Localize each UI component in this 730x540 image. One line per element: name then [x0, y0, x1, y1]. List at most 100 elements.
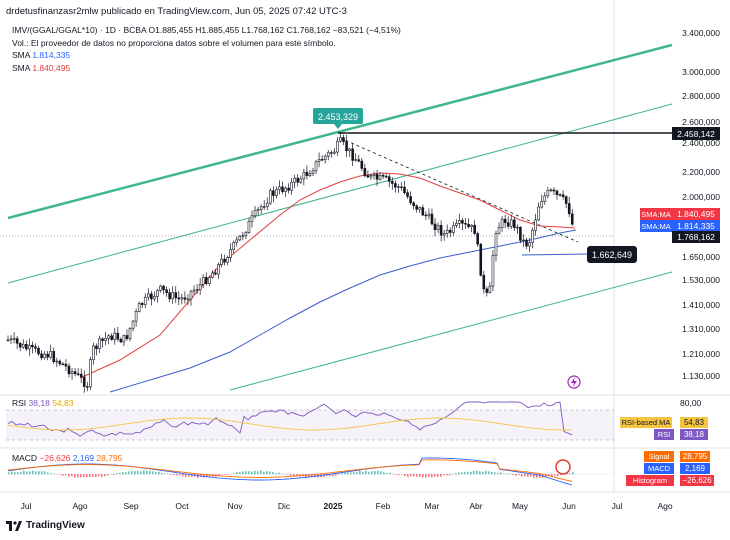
candle-body: [418, 207, 422, 210]
sma-blue-legend[interactable]: SMA 1.814,335: [12, 49, 401, 62]
macd-hist-bar: [383, 472, 385, 475]
macd-macd-badge: MACD 2,169: [644, 463, 710, 474]
macd-hist-bar: [77, 474, 79, 478]
macd-hist-bar: [545, 474, 547, 478]
candle-body: [55, 360, 59, 363]
macd-hist-bar: [125, 472, 127, 475]
rsi-ma-badge-value-box: [680, 417, 708, 428]
time-axis-ticks: Jul Ago Sep Oct Nov Dic 2025 Feb Mar Abr May Jun Jul…: [21, 501, 673, 511]
trend-dashed-line: [339, 137, 579, 243]
candle-body: [67, 365, 71, 375]
candle-body: [162, 285, 165, 291]
macd-hist-bar: [362, 471, 364, 475]
peak-callout: 2.453,329: [313, 108, 363, 129]
macd-hist-bar: [98, 474, 100, 477]
macd-hist-bar: [437, 474, 439, 477]
candle-body: [497, 227, 501, 234]
macd-hist-bar: [512, 474, 514, 475]
candle-body: [372, 173, 376, 176]
macd-hist-bar: [167, 473, 169, 475]
macd-hist-bar: [515, 474, 517, 476]
candle-body: [299, 178, 303, 183]
macd-hist-bar: [554, 474, 556, 476]
macd-hist-bar: [149, 470, 151, 475]
macd-hist-bar: [344, 472, 346, 475]
macd-legend[interactable]: MACD −26,626 2,169 28,795: [12, 453, 122, 463]
price-tick-label: 1.650,000: [682, 252, 720, 262]
candle-body: [326, 152, 330, 157]
candle-body: [451, 225, 455, 233]
macd-hist-bar: [272, 472, 274, 475]
macd-hist-bar: [122, 472, 124, 475]
resistance-badge-text: 2.458,142: [677, 129, 715, 139]
channel-upper-line: [7, 43, 673, 220]
candle-body: [455, 223, 458, 226]
macd-badge-label: MACD: [648, 464, 671, 473]
macd-hist-bar: [485, 470, 487, 475]
macd-hist-bar: [461, 472, 463, 475]
alert-icon[interactable]: [567, 375, 581, 389]
macd-hist-bar: [35, 471, 37, 475]
macd-hist-bar: [353, 472, 355, 475]
macd-hist-bar: [500, 472, 502, 475]
candle-body: [18, 342, 22, 348]
price-tick-label: 3.000,000: [682, 67, 720, 77]
macd-hist-bar: [248, 471, 250, 475]
macd-hist-bar: [245, 471, 247, 475]
candle-body: [430, 213, 434, 225]
candle-body: [381, 174, 385, 177]
candle-body: [302, 171, 306, 180]
candle-body: [506, 222, 510, 227]
candle-body: [177, 297, 181, 300]
support-callout-text: 1.662,649: [592, 250, 632, 260]
candle-body: [256, 209, 260, 211]
macd-hist-bar: [509, 473, 511, 475]
candle-body: [467, 223, 470, 228]
macd-hist-bar: [29, 471, 31, 475]
time-tick-label: Mar: [425, 501, 440, 511]
resistance-badge-box: [672, 127, 720, 140]
candle-body: [86, 386, 89, 388]
candle-body: [384, 175, 388, 178]
candle-body: [275, 189, 278, 196]
candle-body: [512, 219, 516, 228]
candle-body: [488, 285, 492, 293]
candle-body: [387, 176, 391, 182]
brand[interactable]: TradingView: [6, 520, 85, 531]
candle-body: [363, 168, 367, 176]
sma-red-value: 1.840,495: [32, 62, 71, 73]
macd-hist-bar: [434, 474, 436, 477]
signal-badge-label: Signal: [649, 452, 670, 461]
time-tick-label: Jul: [21, 501, 32, 511]
time-tick-label: Nov: [227, 501, 243, 511]
candle-body: [153, 296, 156, 300]
symbol-line[interactable]: IMV/(GGAL/GGAL*10) · 1D · BCBA O1.885,45…: [12, 25, 401, 35]
candle-body: [503, 218, 507, 223]
macd-hist-bar: [329, 474, 331, 477]
macd-hist-bar: [374, 470, 376, 475]
candle-body: [70, 371, 74, 375]
macd-hist-bar: [8, 472, 10, 475]
candle-body: [296, 177, 300, 183]
sma-red-badge: SMA:MA 1.840,495: [640, 208, 720, 220]
macd-hist-bar: [443, 474, 445, 476]
last-price-badge-text: 1.768,162: [677, 232, 715, 242]
candle-body: [211, 272, 214, 278]
candle-body: [113, 332, 117, 340]
hist-badge-value: −26,626: [682, 476, 712, 485]
macd-hist-bar: [116, 473, 118, 475]
hist-badge-label-box: [626, 475, 674, 486]
candle-body: [320, 159, 324, 161]
candle-body: [473, 224, 476, 234]
candle-body: [534, 219, 537, 231]
candle-body: [317, 159, 321, 162]
candle-body: [476, 233, 480, 245]
macd-hist-bar: [539, 474, 541, 478]
time-tick-label: Ago: [657, 501, 672, 511]
macd-hist-bar: [224, 474, 226, 475]
sma-red-legend[interactable]: SMA 1.840,495: [12, 62, 401, 75]
rsi-legend[interactable]: RSI 38,18 54,83: [12, 398, 73, 408]
macd-hist-bar: [233, 473, 235, 475]
candle-body: [427, 213, 431, 217]
